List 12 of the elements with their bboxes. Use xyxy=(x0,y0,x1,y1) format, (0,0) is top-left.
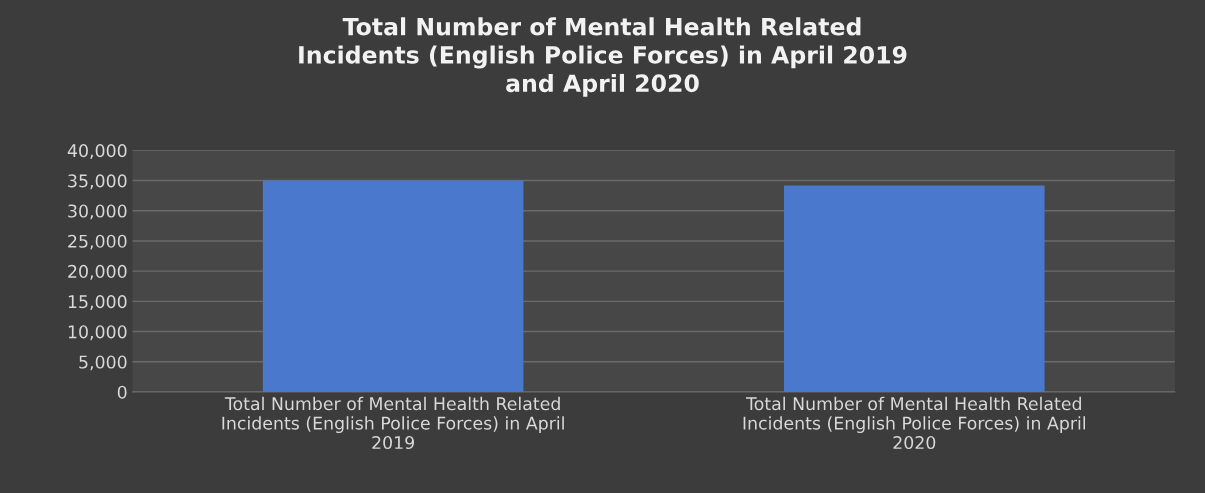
y-tick-label: 15,000 xyxy=(68,295,127,310)
y-tick-label: 40,000 xyxy=(67,144,127,159)
y-tick-label: 35,000 xyxy=(68,174,127,190)
x-tick-label: Total Number of Mental Health Related Incidents (English Police Forces) in April 2019 xyxy=(222,396,564,450)
x-tick-label: Total Number of Mental Health Related Incidents (English Police Forces) in April 2020 xyxy=(743,396,1086,450)
y-tick-label: 25,000 xyxy=(68,234,127,250)
chart-title: Total Number of Mental Health Related Incidents (English Police Forces) in April 2019 and April 2020 xyxy=(299,17,907,97)
y-tick-label: 20,000 xyxy=(68,264,127,280)
y-tick-label: 10,000 xyxy=(68,325,127,341)
y-tick-label: 30,000 xyxy=(68,204,127,220)
y-tick-label: 5,000 xyxy=(79,355,127,371)
y-tick-label: 0 xyxy=(117,385,127,399)
